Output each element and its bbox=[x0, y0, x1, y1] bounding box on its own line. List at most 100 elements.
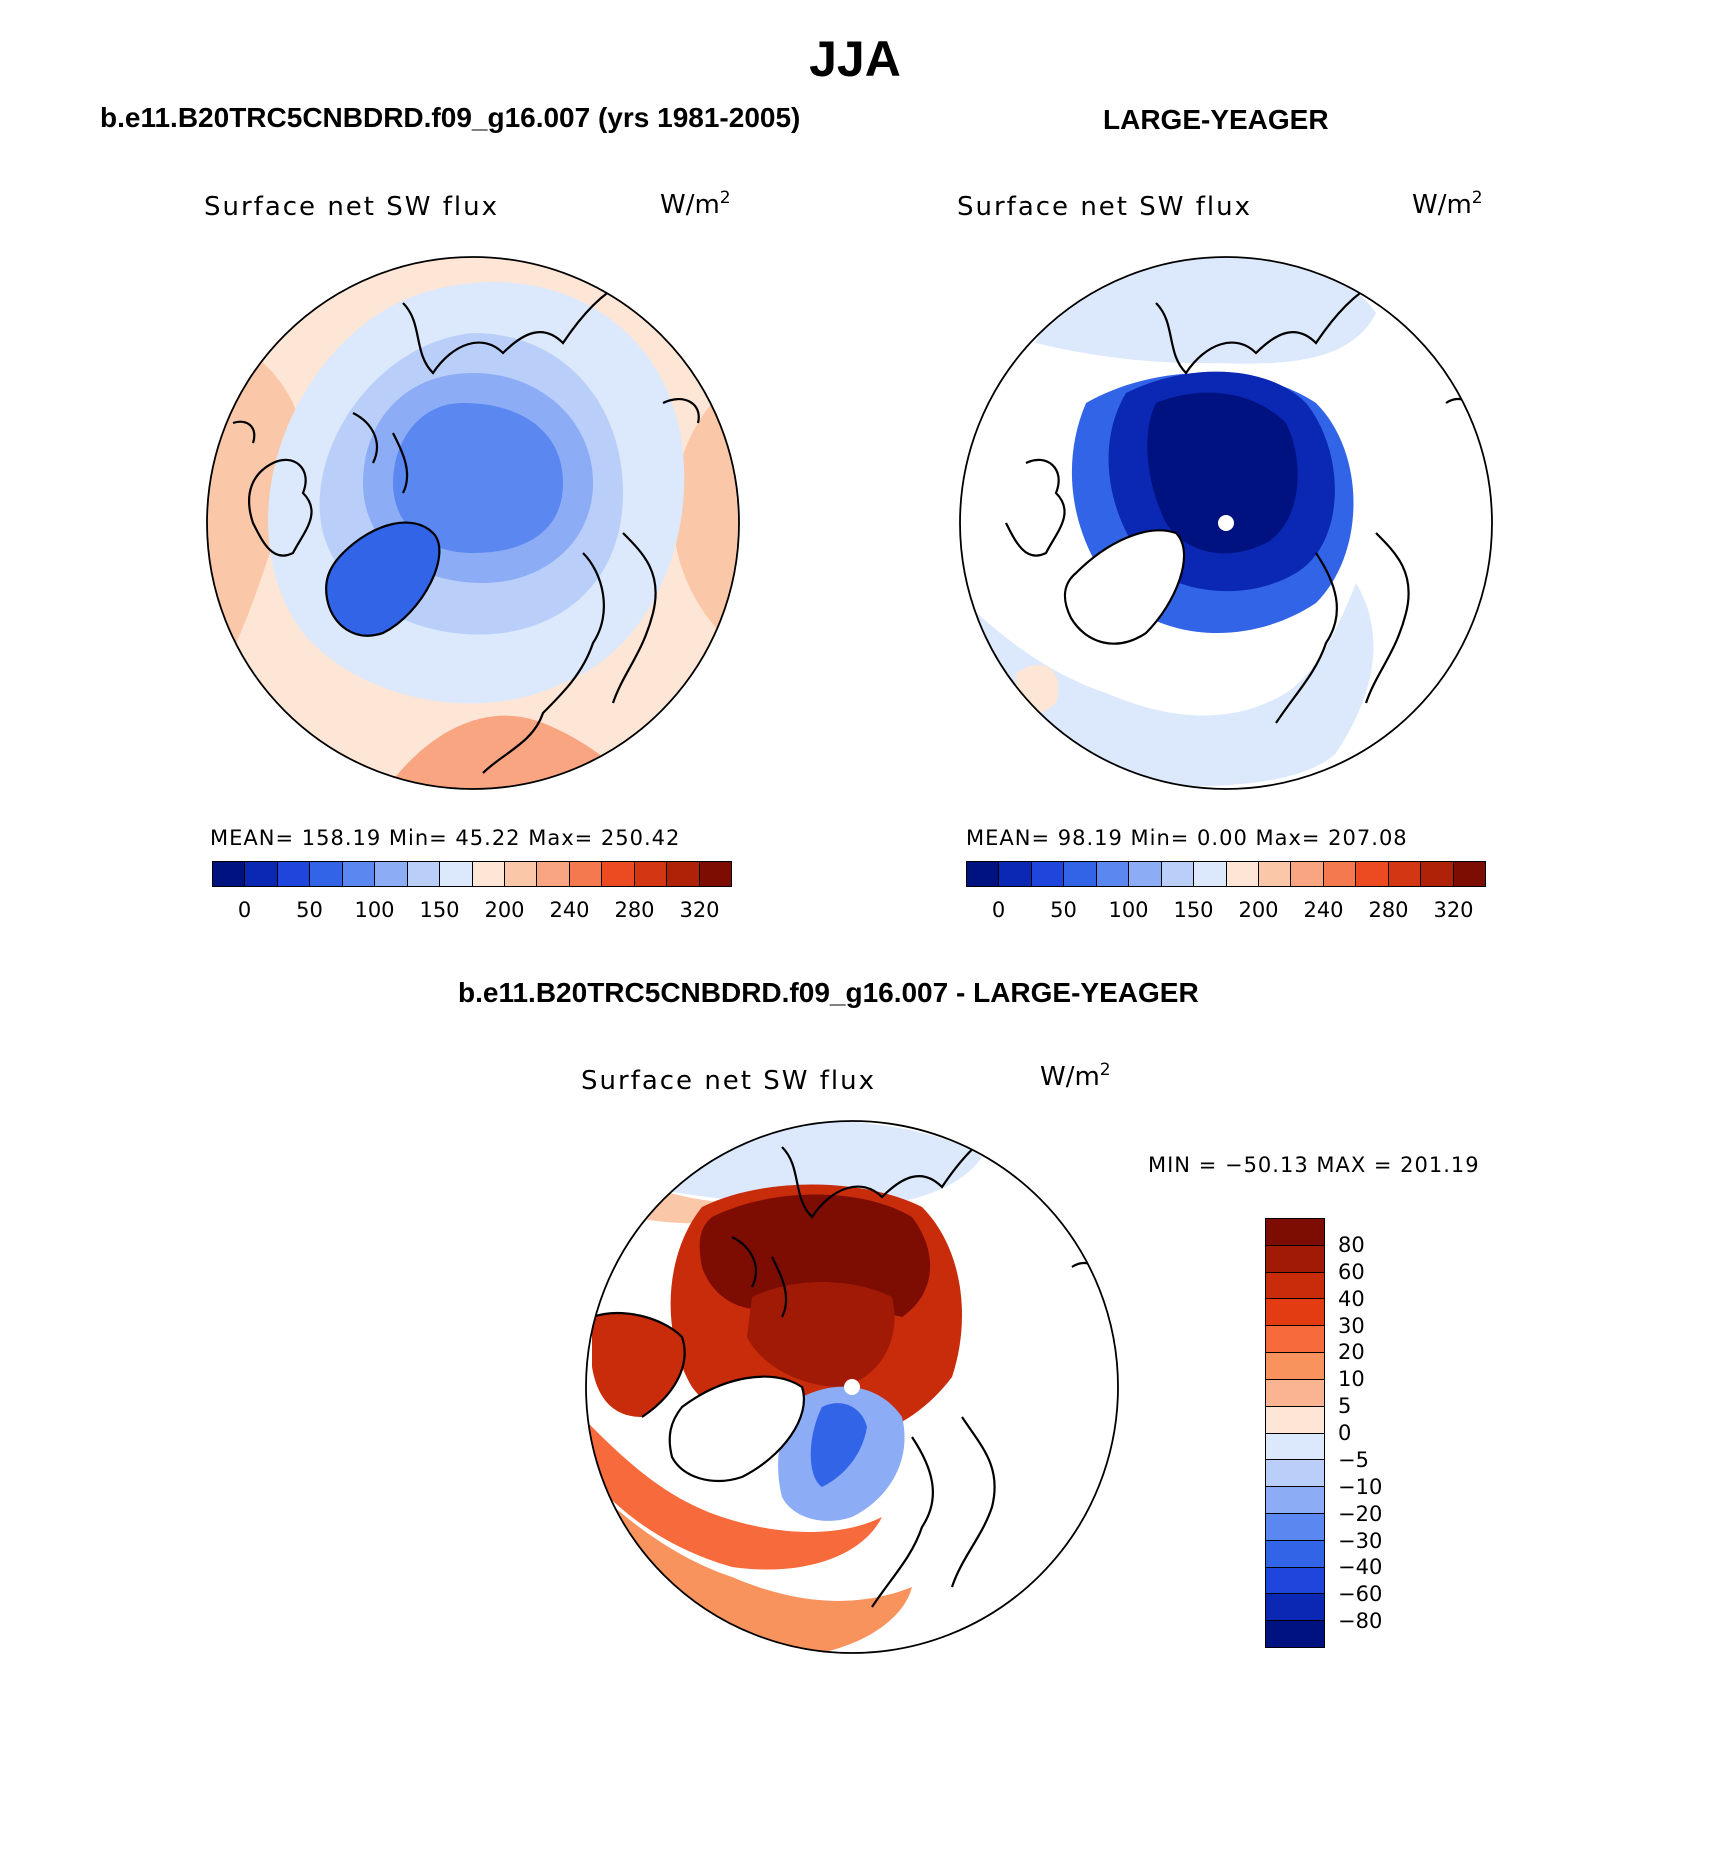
panel3-units-exponent: 2 bbox=[1099, 1060, 1111, 1080]
panel1-coastlines bbox=[232, 282, 700, 774]
colorbar-swatch bbox=[1161, 862, 1195, 886]
colorbar-swatch bbox=[375, 862, 408, 886]
panel2-coastlines bbox=[1005, 282, 1474, 724]
panel2-darkest-blue-core bbox=[1147, 392, 1298, 554]
colorbar-swatch bbox=[1453, 862, 1485, 886]
colorbar-swatch bbox=[342, 862, 376, 886]
panel1-variable-label: Surface net SW flux bbox=[204, 192, 499, 222]
colorbar-tick-label: 280 bbox=[1368, 898, 1409, 922]
panel2-heading: LARGE-YEAGER bbox=[1103, 104, 1329, 135]
panel1-heading: b.e11.B20TRC5CNBDRD.f09_g16.007 (yrs 198… bbox=[100, 102, 801, 133]
colorbar-swatch bbox=[1194, 862, 1227, 886]
colorbar-tick-label: −20 bbox=[1338, 1501, 1383, 1526]
colorbar-swatch bbox=[1266, 1406, 1324, 1434]
panel2-units: W/m2 bbox=[1412, 188, 1483, 220]
colorbar-swatch bbox=[1266, 1326, 1324, 1354]
panel1-greenland-region bbox=[326, 522, 440, 636]
colorbar-swatch bbox=[1129, 862, 1162, 886]
colorbar-swatch bbox=[472, 862, 505, 886]
colorbar-swatch bbox=[667, 862, 700, 886]
colorbar-swatch bbox=[1291, 862, 1324, 886]
panel1-units: W/m2 bbox=[660, 188, 731, 220]
panel3-polar-map bbox=[585, 1120, 1119, 1654]
colorbar-swatch bbox=[1096, 862, 1130, 886]
panel1-colorbar bbox=[212, 861, 732, 887]
colorbar-swatch bbox=[1266, 1594, 1324, 1622]
colorbar-swatch bbox=[440, 862, 473, 886]
panel2-variable-label: Surface net SW flux bbox=[957, 192, 1252, 222]
colorbar-tick-label: 200 bbox=[484, 898, 525, 922]
colorbar-swatch bbox=[1356, 862, 1389, 886]
colorbar-tick-label: 5 bbox=[1338, 1394, 1352, 1419]
panel3-units: W/m2 bbox=[1040, 1060, 1111, 1092]
panel2-statistics: MEAN= 98.19 Min= 0.00 Max= 207.08 bbox=[966, 826, 1408, 850]
colorbar-swatch bbox=[407, 862, 441, 886]
colorbar-swatch bbox=[1266, 1540, 1324, 1568]
colorbar-tick-label: 100 bbox=[1108, 898, 1149, 922]
colorbar-tick-label: −30 bbox=[1338, 1528, 1383, 1553]
colorbar-tick-label: 100 bbox=[354, 898, 395, 922]
panel3-dark-red-center bbox=[747, 1282, 895, 1387]
panel3-map-boundary bbox=[585, 1120, 1119, 1654]
colorbar-tick-label: 10 bbox=[1338, 1367, 1365, 1392]
panel3-colorbar bbox=[1265, 1218, 1325, 1648]
panel1-map-boundary bbox=[206, 256, 740, 790]
colorbar-swatch bbox=[1226, 862, 1259, 886]
colorbar-swatch bbox=[1266, 1487, 1324, 1514]
panel1-polar-map bbox=[206, 256, 740, 790]
panel2-greenland-land bbox=[1064, 530, 1185, 644]
panel3-heading: b.e11.B20TRC5CNBDRD.f09_g16.007 - LARGE-… bbox=[458, 977, 1199, 1008]
colorbar-swatch bbox=[1388, 862, 1422, 886]
panel2-polar-map bbox=[959, 256, 1493, 790]
panel2-map-boundary bbox=[959, 256, 1493, 790]
colorbar-tick-label: 60 bbox=[1338, 1259, 1365, 1284]
colorbar-swatch bbox=[504, 862, 538, 886]
colorbar-tick-label: 0 bbox=[1338, 1421, 1352, 1445]
panel3-greenland-land bbox=[669, 1376, 804, 1481]
colorbar-tick-label: 240 bbox=[1303, 898, 1344, 922]
colorbar-swatch bbox=[277, 862, 311, 886]
colorbar-swatch bbox=[1266, 1299, 1324, 1327]
colorbar-swatch bbox=[1266, 1621, 1324, 1647]
colorbar-swatch bbox=[1031, 862, 1065, 886]
colorbar-swatch bbox=[634, 862, 668, 886]
colorbar-tick-label: 280 bbox=[614, 898, 655, 922]
colorbar-swatch bbox=[1064, 862, 1097, 886]
panel2-colorbar-ticks: 0 50 100 150 200 240 280 320 bbox=[966, 898, 1486, 924]
colorbar-swatch bbox=[999, 862, 1032, 886]
colorbar-swatch bbox=[967, 862, 1000, 886]
colorbar-swatch bbox=[1266, 1433, 1324, 1461]
colorbar-tick-label: −60 bbox=[1338, 1582, 1383, 1607]
colorbar-tick-label: 0 bbox=[991, 898, 1006, 922]
colorbar-tick-label: −10 bbox=[1338, 1474, 1383, 1499]
figure-title: JJA bbox=[809, 31, 901, 87]
panel1-statistics: MEAN= 158.19 Min= 45.22 Max= 250.42 bbox=[210, 826, 681, 850]
panel1-units-exponent: 2 bbox=[719, 188, 731, 208]
panel1-units-base: W/m bbox=[660, 190, 720, 220]
panel3-statistics: MIN = −50.13 MAX = 201.19 bbox=[1148, 1153, 1480, 1177]
panel1-deep-blue-core bbox=[393, 403, 563, 553]
colorbar-tick-label: 80 bbox=[1338, 1232, 1365, 1257]
colorbar-tick-label: −5 bbox=[1338, 1447, 1369, 1472]
colorbar-swatch bbox=[1258, 862, 1292, 886]
colorbar-swatch bbox=[310, 862, 343, 886]
colorbar-tick-label: 200 bbox=[1238, 898, 1279, 922]
panel3-deep-blue-streak bbox=[810, 1403, 867, 1487]
colorbar-swatch bbox=[1421, 862, 1454, 886]
colorbar-tick-label: 30 bbox=[1338, 1313, 1365, 1338]
colorbar-swatch bbox=[699, 862, 731, 886]
colorbar-tick-label: −40 bbox=[1338, 1555, 1383, 1580]
colorbar-tick-label: 320 bbox=[679, 898, 720, 922]
colorbar-tick-label: 150 bbox=[419, 898, 460, 922]
colorbar-swatch bbox=[1266, 1513, 1324, 1541]
colorbar-swatch bbox=[1266, 1567, 1324, 1595]
panel1-colorbar-ticks: 0 50 100 150 200 240 280 320 bbox=[212, 898, 732, 924]
colorbar-swatch bbox=[1266, 1460, 1324, 1488]
panel2-ocean-light-north bbox=[1036, 257, 1376, 364]
panel2-colorbar bbox=[966, 861, 1486, 887]
colorbar-swatch bbox=[1323, 862, 1357, 886]
colorbar-swatch bbox=[1266, 1272, 1324, 1300]
panel3-units-base: W/m bbox=[1040, 1062, 1100, 1092]
colorbar-tick-label: 50 bbox=[296, 898, 323, 922]
panel1-warm-region-east bbox=[673, 373, 739, 653]
